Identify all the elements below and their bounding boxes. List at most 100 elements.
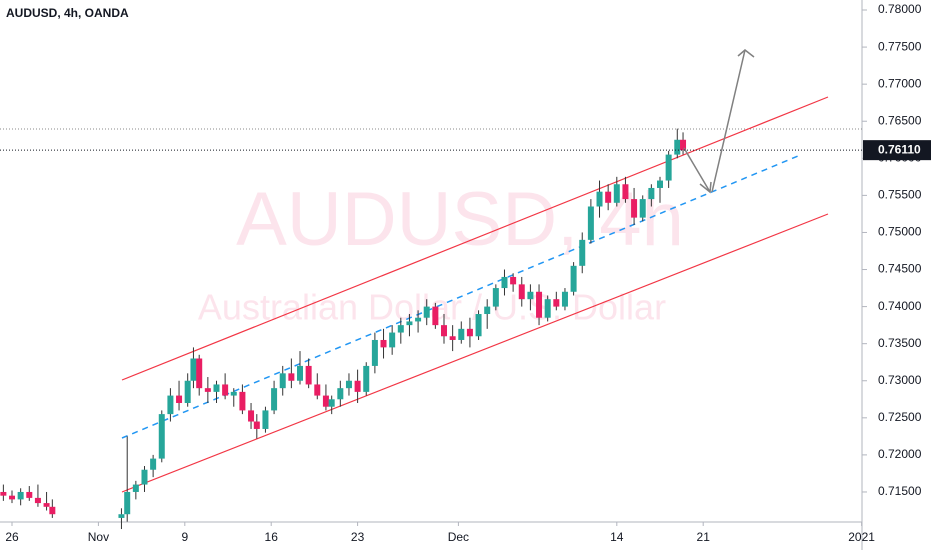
y-tick-label: 0.76500 bbox=[878, 113, 922, 127]
candle-body bbox=[176, 395, 183, 403]
y-tick-label: 0.75000 bbox=[878, 225, 922, 239]
candle-body bbox=[262, 410, 269, 429]
candle-body bbox=[441, 325, 448, 337]
candle-body bbox=[213, 384, 220, 392]
candle-body bbox=[9, 495, 16, 500]
candle-body bbox=[354, 380, 361, 392]
candle-body bbox=[363, 365, 370, 392]
candle-body bbox=[510, 276, 517, 285]
candle-body bbox=[167, 395, 174, 415]
chart-title: AUDUSD, 4h, OANDA bbox=[6, 6, 129, 20]
candle-body bbox=[371, 339, 378, 366]
candles bbox=[0, 128, 687, 530]
y-tick-label: 0.77000 bbox=[878, 76, 922, 90]
candle-body bbox=[432, 306, 439, 326]
candle-body bbox=[501, 276, 508, 289]
candle-body bbox=[579, 239, 586, 266]
candle-body bbox=[141, 469, 148, 485]
x-tick-label: Nov bbox=[88, 530, 109, 544]
candle-body bbox=[406, 321, 413, 326]
y-tick-label: 0.73500 bbox=[878, 336, 922, 350]
candle-body bbox=[204, 388, 211, 392]
y-tick-label: 0.74000 bbox=[878, 299, 922, 313]
candle-body bbox=[271, 388, 278, 411]
candle-body bbox=[314, 384, 321, 396]
x-tick-label: 9 bbox=[181, 530, 188, 544]
y-tick-label: 0.77500 bbox=[878, 39, 922, 53]
candle-body bbox=[124, 491, 131, 515]
candle-body bbox=[605, 191, 612, 203]
candle-body bbox=[328, 399, 335, 407]
x-tick-label: 2021 bbox=[848, 530, 875, 544]
candle-body bbox=[631, 199, 638, 218]
candle-body bbox=[34, 497, 41, 504]
candle-body bbox=[248, 410, 255, 422]
candle-body bbox=[639, 199, 646, 218]
x-tick-label: 21 bbox=[697, 530, 711, 544]
candle-body bbox=[239, 391, 246, 411]
candle-body bbox=[674, 139, 681, 155]
candle-body bbox=[380, 339, 387, 348]
candle-body bbox=[527, 291, 534, 300]
candle-body bbox=[423, 306, 430, 318]
candle-body bbox=[43, 503, 50, 507]
last-price-box bbox=[863, 140, 931, 161]
y-tick-label: 0.73000 bbox=[878, 373, 922, 387]
y-tick-label: 0.72000 bbox=[878, 447, 922, 461]
candle-body bbox=[397, 325, 404, 333]
candle-body bbox=[596, 191, 603, 207]
candle-body bbox=[570, 265, 577, 292]
candle-body bbox=[26, 491, 33, 498]
candle-body bbox=[0, 491, 7, 496]
projection-arrows bbox=[683, 49, 755, 194]
candle-body bbox=[475, 314, 482, 337]
candle-body bbox=[49, 506, 56, 515]
candle-body bbox=[656, 180, 663, 188]
x-tick-label: 14 bbox=[610, 530, 624, 544]
candle-body bbox=[17, 491, 24, 500]
candle-body bbox=[561, 291, 568, 307]
candle-body bbox=[279, 373, 286, 389]
candle-body bbox=[230, 391, 237, 396]
channel-upper bbox=[121, 96, 829, 381]
candle-body bbox=[553, 299, 560, 307]
y-tick-label: 0.72500 bbox=[878, 410, 922, 424]
candle-body bbox=[665, 154, 672, 181]
candle-body bbox=[389, 332, 396, 348]
y-tick-label: 0.71500 bbox=[878, 484, 922, 498]
watermark-subtitle: Australian Dollar / U.S. Dollar bbox=[198, 287, 666, 328]
candle-body bbox=[190, 358, 197, 381]
candle-body bbox=[458, 328, 465, 340]
candle-body bbox=[150, 458, 157, 470]
last-price-label: 0.76110 bbox=[878, 142, 921, 156]
watermark: AUDUSD, 4h bbox=[236, 177, 684, 262]
x-tick-label: Dec bbox=[448, 530, 469, 544]
candle-body bbox=[297, 365, 304, 381]
candle-body bbox=[680, 139, 687, 151]
candle-body bbox=[337, 388, 344, 400]
candle-body bbox=[305, 365, 312, 385]
x-tick-label: 26 bbox=[5, 530, 19, 544]
channel-lower bbox=[121, 213, 829, 493]
y-tick-label: 0.74500 bbox=[878, 262, 922, 276]
candle-body bbox=[345, 380, 352, 389]
candle-body bbox=[184, 380, 191, 403]
candle-body bbox=[118, 514, 125, 518]
y-tick-label: 0.78000 bbox=[878, 2, 922, 16]
candle-body bbox=[449, 336, 456, 340]
y-tick-label: 0.75500 bbox=[878, 188, 922, 202]
candle-body bbox=[492, 288, 499, 307]
candle-body bbox=[288, 373, 295, 381]
candle-body bbox=[466, 328, 473, 337]
candle-body bbox=[544, 299, 551, 318]
candle-body bbox=[518, 284, 525, 300]
candle-body bbox=[158, 414, 165, 459]
candle-body bbox=[484, 306, 491, 315]
candle-body bbox=[132, 484, 139, 492]
candle-body bbox=[415, 317, 422, 322]
candle-body bbox=[622, 184, 629, 200]
candle-body bbox=[196, 358, 203, 389]
x-tick-label: 23 bbox=[351, 530, 365, 544]
channel-mid bbox=[121, 155, 799, 439]
